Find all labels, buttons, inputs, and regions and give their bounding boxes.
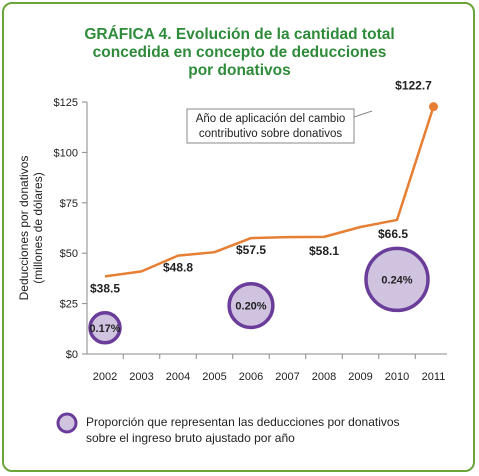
x-tick-label: 2006 [239, 371, 263, 383]
y-tick-label: $25 [60, 299, 78, 311]
annotation-line2: contributivo sobre donativos [199, 128, 342, 140]
data-label: $58.1 [309, 244, 339, 258]
chart-frame [2, 2, 475, 472]
x-tick-label: 2005 [202, 371, 226, 383]
y-tick-label: $125 [54, 97, 78, 109]
y-axis-label: Deducciones por donativos(millones de dó… [17, 156, 45, 301]
x-tick-label: 2009 [348, 371, 372, 383]
series-line [104, 106, 435, 278]
x-tick-label: 2011 [422, 371, 446, 383]
y-tick-label: $100 [54, 147, 78, 159]
data-label: $57.5 [236, 243, 266, 257]
legend-bubble-icon [56, 412, 78, 434]
bubble-label: 0.24% [381, 274, 412, 286]
x-tick-label: 2003 [129, 371, 153, 383]
x-tick-label: 2004 [166, 371, 190, 383]
x-tick-label: 2007 [275, 371, 299, 383]
y-tick-label: $0 [66, 349, 78, 361]
data-label: $66.5 [378, 227, 408, 241]
y-tick-label: $50 [60, 248, 78, 260]
legend-label-line2: sobre el ingreso bruto ajustado por año [86, 431, 295, 445]
bubble-label: 0.17% [89, 323, 120, 335]
data-label: $122.7 [395, 79, 432, 93]
y-tick-label: $75 [60, 198, 78, 210]
x-tick-label: 2010 [385, 371, 409, 383]
data-point [429, 102, 438, 112]
annotation-line1: Año de aplicación del cambio [196, 113, 346, 125]
proportion-bubble [227, 282, 275, 330]
annotation-pointer [353, 110, 373, 118]
x-tick-label: 2002 [93, 371, 117, 383]
bubble-label: 0.20% [235, 301, 266, 313]
data-label: $48.8 [163, 261, 193, 275]
proportion-bubble [88, 311, 122, 345]
proportion-bubble [364, 246, 430, 313]
data-label: $38.5 [90, 281, 120, 295]
annotation-box [186, 108, 355, 144]
legend-label-line1: Proporción que representan las deduccion… [86, 415, 400, 429]
chart-title: GRÁFICA 4. Evolución de la cantidad tota… [84, 26, 395, 79]
x-tick-label: 2008 [312, 371, 336, 383]
